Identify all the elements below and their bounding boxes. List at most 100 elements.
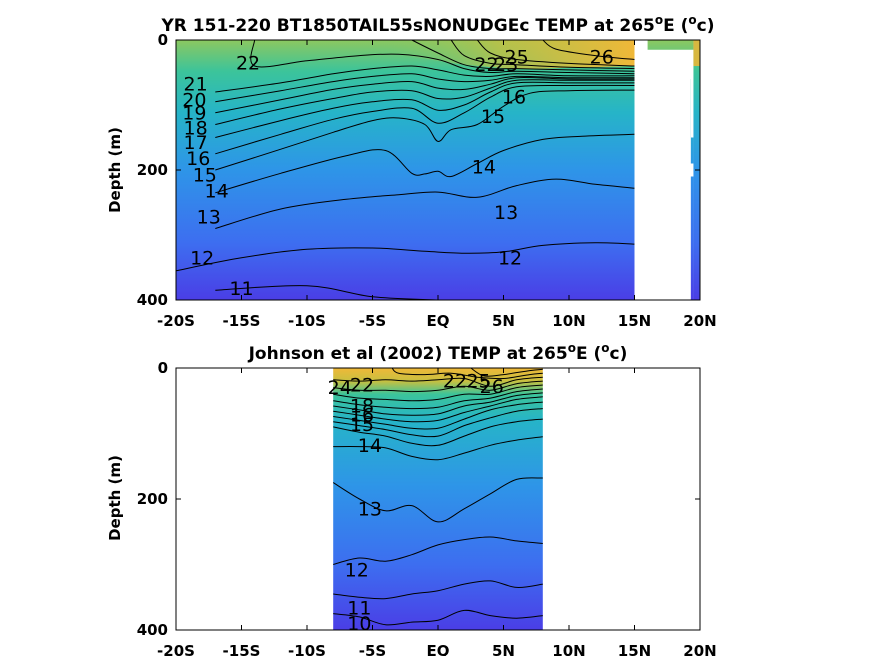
contour-label: 17 bbox=[184, 132, 208, 154]
contour-21 bbox=[215, 65, 635, 93]
contour-19 bbox=[215, 76, 635, 114]
contour-18 bbox=[215, 79, 635, 125]
contour-label: 22 bbox=[350, 375, 374, 397]
contour-13 bbox=[332, 477, 543, 523]
contour-17 bbox=[215, 81, 635, 138]
contour-label: 23 bbox=[494, 54, 518, 76]
x-tick-label: EQ bbox=[427, 312, 450, 330]
panel-model-plot: 2221201918171615141312111516141312222325… bbox=[175, 39, 702, 301]
contour-24 bbox=[391, 367, 543, 380]
contour-label: 26 bbox=[590, 46, 614, 68]
contour-label: 16 bbox=[186, 148, 210, 170]
contour-16 bbox=[215, 84, 635, 155]
contour-label: 26 bbox=[480, 376, 504, 398]
panel-model-title: YR 151-220 BT1850TAIL55sNONUDGEc TEMP at… bbox=[160, 13, 714, 36]
contour-21 bbox=[333, 384, 543, 402]
contour-label: 12 bbox=[345, 559, 369, 581]
contour-22 bbox=[250, 39, 635, 75]
contour-label: 24 bbox=[328, 377, 352, 399]
contour-18 bbox=[333, 396, 543, 423]
contour-label: 22 bbox=[474, 54, 498, 76]
contour-label: 22 bbox=[443, 371, 467, 393]
contour-24 bbox=[450, 39, 635, 70]
contour-25 bbox=[470, 367, 543, 377]
contour-14 bbox=[215, 133, 635, 194]
x-tick-label: -5S bbox=[359, 312, 386, 330]
panel-observations: Johnson et al (2002) TEMP at 265oE (oc) … bbox=[106, 341, 717, 656]
contour-10 bbox=[333, 609, 543, 626]
contour-12 bbox=[175, 242, 635, 272]
contour-label: 15 bbox=[193, 165, 217, 187]
x-tick-label: -15S bbox=[223, 642, 261, 656]
panel-model-ylabel: Depth (m) bbox=[106, 127, 124, 213]
contour-label: 14 bbox=[358, 435, 382, 457]
x-tick-label: -5S bbox=[359, 642, 386, 656]
contour-label: 19 bbox=[182, 102, 206, 124]
contour-label: 18 bbox=[350, 396, 374, 418]
y-tick-label: 200 bbox=[137, 490, 168, 508]
contour-16 bbox=[333, 408, 543, 438]
x-tick-label: -20S bbox=[157, 312, 195, 330]
contour-label: 25 bbox=[467, 371, 491, 393]
contour-11 bbox=[333, 580, 543, 600]
panel-observations-ylabel: Depth (m) bbox=[106, 455, 124, 541]
x-tick-label: 20N bbox=[683, 312, 716, 330]
panel-observations-title: Johnson et al (2002) TEMP at 265oE (oc) bbox=[248, 341, 628, 364]
contour-15 bbox=[333, 418, 543, 447]
contour-25 bbox=[476, 39, 635, 67]
x-tick-label: -20S bbox=[157, 642, 195, 656]
x-tick-label: 5N bbox=[492, 312, 515, 330]
contour-20 bbox=[333, 388, 543, 410]
x-tick-label: 15N bbox=[618, 312, 651, 330]
contour-label: 13 bbox=[494, 202, 518, 224]
panel-model: YR 151-220 BT1850TAIL55sNONUDGEc TEMP at… bbox=[106, 13, 717, 330]
contour-label: 15 bbox=[481, 106, 505, 128]
warm-surface-layer bbox=[385, 40, 635, 70]
contour-label: 16 bbox=[502, 87, 526, 109]
contour-12 bbox=[333, 536, 543, 565]
contour-22 bbox=[333, 380, 543, 393]
x-tick-label: -15S bbox=[223, 312, 261, 330]
x-tick-label: 10N bbox=[552, 312, 585, 330]
x-tick-label: 15N bbox=[618, 642, 651, 656]
contour-17 bbox=[333, 401, 543, 430]
contour-label: 11 bbox=[347, 597, 371, 619]
contour-label: 16 bbox=[350, 405, 374, 427]
contour-13 bbox=[215, 178, 635, 229]
contour-20 bbox=[215, 73, 635, 103]
contour-11 bbox=[215, 285, 439, 301]
y-tick-label: 200 bbox=[137, 161, 168, 179]
contour-23 bbox=[333, 376, 543, 387]
x-tick-label: -10S bbox=[288, 642, 326, 656]
contour-label: 12 bbox=[190, 247, 214, 269]
panel-observations-axes: -20S -15S -10S -5S EQ 5N 10N 15N 20N 0 200 400 bbox=[137, 359, 717, 656]
x-tick-label: -10S bbox=[288, 312, 326, 330]
contour-label: 13 bbox=[197, 206, 221, 228]
contour-label: 21 bbox=[184, 74, 208, 96]
contour-label: 14 bbox=[205, 180, 229, 202]
x-tick-label: EQ bbox=[427, 642, 450, 656]
y-tick-label: 400 bbox=[137, 621, 168, 639]
contour-label: 11 bbox=[229, 278, 253, 300]
contour-label: 15 bbox=[350, 414, 374, 436]
contour-14 bbox=[333, 436, 543, 461]
contour-23 bbox=[411, 39, 635, 72]
contour-15 bbox=[215, 89, 635, 171]
contour-label: 14 bbox=[472, 156, 496, 178]
x-tick-label: 20N bbox=[683, 642, 716, 656]
contour-26 bbox=[542, 39, 635, 60]
contour-label: 12 bbox=[498, 247, 522, 269]
missing-data-region bbox=[634, 79, 691, 300]
contour-label: 13 bbox=[358, 498, 382, 520]
y-tick-label: 400 bbox=[137, 291, 168, 309]
y-tick-label: 0 bbox=[158, 31, 168, 49]
x-tick-label: 10N bbox=[552, 642, 585, 656]
x-tick-label: 5N bbox=[492, 642, 515, 656]
y-tick-label: 0 bbox=[158, 359, 168, 377]
contour-19 bbox=[333, 392, 543, 416]
contour-label: 22 bbox=[236, 52, 260, 74]
temperature-field-strip bbox=[693, 40, 700, 66]
